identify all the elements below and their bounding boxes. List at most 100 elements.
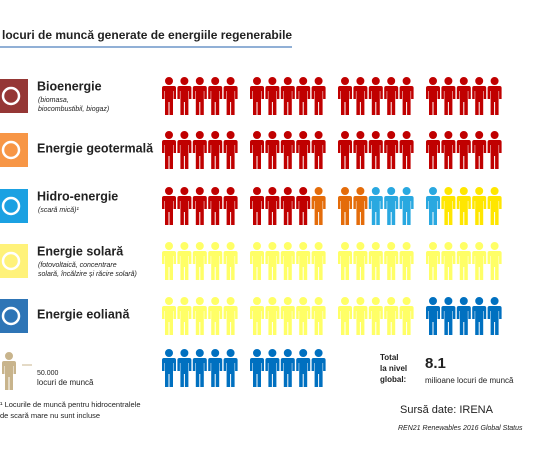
person-icon	[250, 297, 264, 335]
person-icon	[353, 131, 368, 169]
person-icon	[426, 131, 440, 169]
person-icon	[192, 131, 207, 169]
person-icon	[399, 187, 414, 225]
person-icon	[162, 187, 176, 225]
person-icon	[208, 187, 223, 225]
person-icon	[426, 77, 440, 115]
person-icon	[311, 242, 326, 280]
person-icon	[223, 77, 238, 115]
person-icon	[368, 297, 383, 335]
person-icon	[426, 297, 440, 335]
row-sublabel: (biomasa,	[38, 97, 69, 104]
person-icon	[250, 349, 264, 387]
person-icon	[296, 187, 311, 225]
category-symbol	[1, 251, 21, 271]
person-icon	[399, 131, 414, 169]
source: Sursă date: IRENA	[400, 404, 494, 416]
person-icon	[265, 187, 280, 225]
person-icon	[426, 187, 440, 225]
person-icon	[162, 77, 176, 115]
person-icon	[280, 187, 295, 225]
person-icon	[208, 242, 223, 280]
person-icon	[177, 242, 192, 280]
person-icon	[280, 131, 295, 169]
person-icon	[384, 297, 399, 335]
total-label: Total	[380, 353, 399, 362]
category-icon	[0, 133, 28, 167]
person-icon	[338, 242, 352, 280]
person-icon	[338, 297, 352, 335]
person-icon	[192, 297, 207, 335]
person-icon	[280, 242, 295, 280]
row-sublabel: (scară mică)¹	[38, 207, 80, 214]
person-icon	[456, 297, 471, 335]
person-icon	[280, 349, 295, 387]
person-icon	[338, 131, 352, 169]
person-icon	[250, 242, 264, 280]
person-icon	[192, 242, 207, 280]
person-icon	[192, 77, 207, 115]
category-symbol	[1, 86, 21, 106]
person-icon	[338, 187, 352, 225]
title: locuri de muncă generate de energiile re…	[2, 28, 292, 42]
person-icon	[311, 131, 326, 169]
person-icon	[456, 242, 471, 280]
person-icon	[265, 77, 280, 115]
person-icon	[250, 131, 264, 169]
person-icon	[223, 242, 238, 280]
person-icon	[265, 242, 280, 280]
person-icon	[177, 297, 192, 335]
total-unit: milioane locuri de muncă	[425, 376, 514, 385]
person-icon	[250, 187, 264, 225]
person-icon	[487, 77, 502, 115]
person-icon	[353, 242, 368, 280]
total-label: la nivel	[380, 364, 407, 373]
legend-icon	[2, 352, 16, 390]
person-icon	[368, 77, 383, 115]
person-icon	[296, 77, 311, 115]
person-icon	[384, 187, 399, 225]
person-icon	[208, 131, 223, 169]
person-icon	[296, 349, 311, 387]
person-icon	[223, 131, 238, 169]
person-icon	[384, 77, 399, 115]
row-label: Energie solară	[37, 244, 124, 258]
person-icon	[472, 131, 487, 169]
row-label: Hidro-energie	[37, 189, 118, 203]
person-icon	[192, 187, 207, 225]
person-icon	[296, 131, 311, 169]
person-icon	[441, 242, 456, 280]
total-value: 8.1	[425, 355, 446, 372]
row-sublabel: (fotovoltaică, concentrare	[38, 262, 117, 269]
person-icon	[338, 77, 352, 115]
person-icon	[265, 349, 280, 387]
person-icon	[265, 297, 280, 335]
person-icon	[311, 77, 326, 115]
row-label: Bioenergie	[37, 79, 102, 93]
person-icon	[177, 187, 192, 225]
row-sublabel: biocombustibil, biogaz)	[38, 106, 109, 113]
person-icon	[384, 242, 399, 280]
person-icon	[265, 131, 280, 169]
person-icon	[399, 242, 414, 280]
person-icon	[162, 297, 176, 335]
person-icon	[311, 349, 326, 387]
person-icon	[368, 187, 383, 225]
category-icon	[0, 189, 28, 223]
person-icon	[487, 187, 502, 225]
person-icon	[441, 131, 456, 169]
legend-unit: locuri de muncă	[37, 378, 94, 387]
person-icon	[456, 131, 471, 169]
person-icon	[250, 77, 264, 115]
person-icon	[472, 297, 487, 335]
category-icon	[0, 79, 28, 113]
person-icon	[472, 242, 487, 280]
person-icon	[311, 297, 326, 335]
category-symbol	[1, 196, 21, 216]
person-icon	[353, 297, 368, 335]
person-icon	[399, 297, 414, 335]
person-icon	[208, 77, 223, 115]
person-icon	[441, 187, 456, 225]
person-icon	[368, 131, 383, 169]
